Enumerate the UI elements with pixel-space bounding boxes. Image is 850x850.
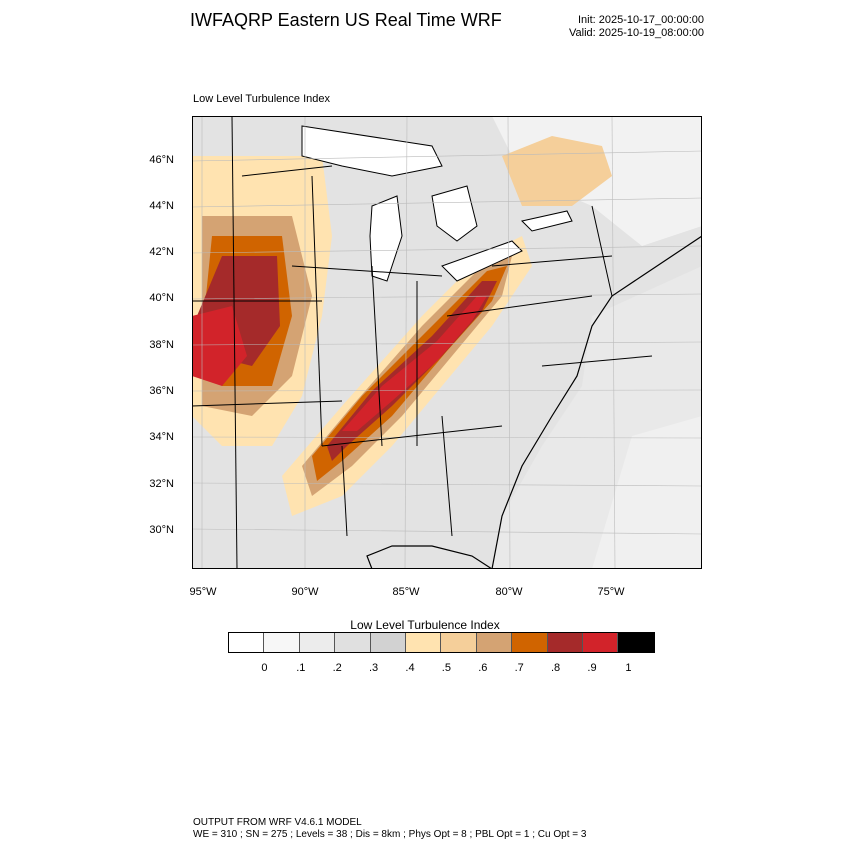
colorbar-swatch-5 — [405, 633, 442, 652]
colorbar-title: Low Level Turbulence Index — [350, 618, 500, 632]
lon-label-85: 85°W — [392, 586, 420, 598]
colorbar-swatch-8 — [512, 633, 548, 652]
lake-huron — [431, 185, 478, 242]
page-title: IWFAQRP Eastern US Real Time WRF — [190, 10, 502, 30]
map-panel — [192, 116, 702, 569]
lat-label-38: 38°N — [149, 339, 174, 351]
lat-label-46: 46°N — [149, 154, 174, 166]
colorbar-swatch-11 — [618, 633, 654, 652]
colorbar — [228, 632, 655, 653]
lon-label-80: 80°W — [495, 586, 523, 598]
colorbar-swatch-0 — [229, 633, 265, 652]
colorbar-tick-label: .9 — [587, 662, 597, 674]
map-border — [192, 116, 702, 569]
lat-label-36: 36°N — [149, 385, 174, 397]
colorbar-tick-label: .7 — [514, 662, 524, 674]
lon-label-95: 95°W — [189, 586, 217, 598]
graticule — [192, 116, 702, 569]
lake-erie — [441, 240, 523, 282]
colorbar-swatch-2 — [299, 633, 336, 652]
map-subtitle: Low Level Turbulence Index — [193, 93, 330, 105]
lon-label-75: 75°W — [597, 586, 625, 598]
colorbar-swatch-3 — [335, 633, 371, 652]
footer-model: OUTPUT FROM WRF V4.6.1 MODEL — [193, 817, 362, 828]
colorbar-swatch-9 — [547, 633, 583, 652]
init-time: Init: 2025-10-17_00:00:00 — [578, 14, 704, 26]
colorbar-tick-label: .4 — [405, 662, 415, 674]
ocean-area-outer — [592, 416, 702, 569]
lake-michigan — [369, 195, 403, 282]
valid-time: Valid: 2025-10-19_08:00:00 — [569, 27, 704, 39]
colorbar-swatch-7 — [476, 633, 513, 652]
lat-label-40: 40°N — [149, 292, 174, 304]
turbulence-map — [192, 116, 702, 569]
lat-label-42: 42°N — [149, 246, 174, 258]
atlantic-coastline — [491, 235, 702, 569]
colorbar-tick-label: .5 — [441, 662, 451, 674]
colorbar-tick-label: .8 — [551, 662, 561, 674]
colorbar-tick-label: 0 — [261, 662, 268, 674]
state-borders — [192, 116, 653, 569]
footer-settings: WE = 310 ; SN = 275 ; Levels = 38 ; Dis … — [193, 829, 587, 840]
colorbar-tick-label: 1 — [625, 662, 632, 674]
red-core-central — [342, 296, 487, 431]
gulf-coastline — [366, 545, 493, 569]
lat-label-44: 44°N — [149, 200, 174, 212]
lon-label-90: 90°W — [291, 586, 319, 598]
lat-label-30: 30°N — [149, 524, 174, 536]
colorbar-tick-label: .6 — [478, 662, 488, 674]
colorbar-swatch-1 — [264, 633, 300, 652]
colorbar-tick-label: .3 — [369, 662, 379, 674]
red-core-west — [192, 306, 247, 386]
colorbar-tick-label: .2 — [332, 662, 342, 674]
colorbar-tick-label: .1 — [296, 662, 306, 674]
colorbar-swatch-6 — [441, 633, 477, 652]
lake-ontario — [521, 210, 573, 232]
lat-label-32: 32°N — [149, 478, 174, 490]
colorbar-swatch-4 — [370, 633, 406, 652]
colorbar-swatch-10 — [582, 633, 619, 652]
lat-label-34: 34°N — [149, 431, 174, 443]
